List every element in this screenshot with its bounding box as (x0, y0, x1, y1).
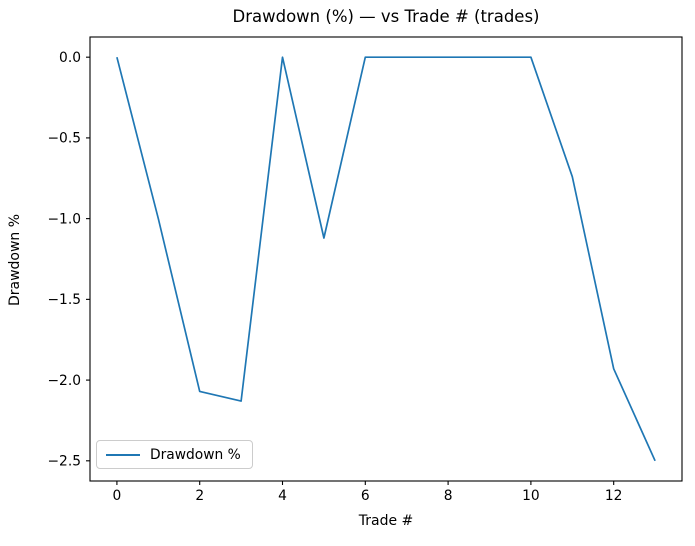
y-axis-label: Drawdown % (7, 213, 23, 307)
plot-canvas: 0 2 4 6 8 10 12 0.0 −0.5 −1.0 −1.5 −2.0 −2.5 (47, 36, 683, 504)
x-tick-label: 4 (278, 488, 287, 504)
legend-label: Drawdown % (150, 446, 241, 463)
legend: Drawdown % (96, 440, 253, 469)
y-tick-label: −1.0 (47, 211, 81, 227)
x-axis-label: Trade # (358, 513, 414, 529)
y-tick-label: −0.5 (47, 131, 81, 147)
axes-frame (89, 36, 683, 482)
y-tick-label: −2.5 (47, 454, 81, 470)
axis-tick-labels: 0 2 4 6 8 10 12 0.0 −0.5 −1.0 −1.5 −2.0 −2.5 (47, 50, 622, 504)
legend-line-sample (106, 453, 140, 456)
x-tick-label: 12 (605, 488, 623, 504)
x-tick-label: 8 (444, 488, 453, 504)
y-tick-label: 0.0 (59, 50, 81, 66)
x-tick-label: 10 (522, 488, 540, 504)
x-tick-label: 0 (113, 488, 122, 504)
x-tick-label: 6 (361, 488, 370, 504)
axis-ticks (86, 56, 615, 485)
y-tick-label: −1.5 (47, 292, 81, 308)
y-tick-label: −2.0 (47, 373, 81, 389)
plot-area: 0 2 4 6 8 10 12 0.0 −0.5 −1.0 −1.5 −2.0 −2.5 Drawdow… (47, 36, 683, 504)
x-tick-label: 2 (195, 488, 204, 504)
drawdown-line (116, 56, 656, 462)
chart-title: Drawdown (%) — vs Trade # (trades) (232, 7, 540, 26)
